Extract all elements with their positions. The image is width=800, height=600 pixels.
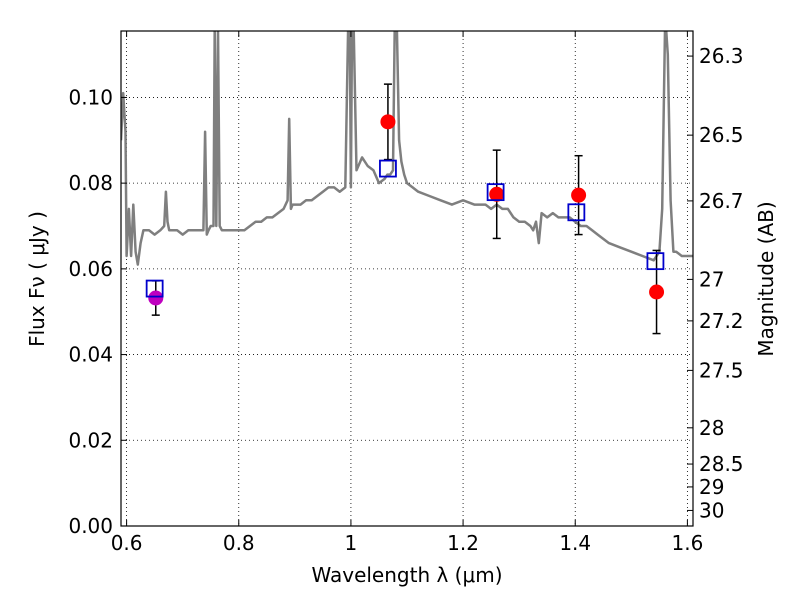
- observed-flux-point: [148, 290, 164, 306]
- x-tick-label: 1.2: [447, 531, 479, 555]
- y2-tick-label: 26.5: [699, 123, 744, 147]
- y-tick-label: 0.06: [68, 257, 113, 281]
- y-tick-label: 0.08: [68, 171, 113, 195]
- y2-axis-title: Magnitude (AB): [754, 201, 778, 356]
- photometry-layer: [145, 83, 665, 335]
- model-photometry-square: [486, 183, 505, 202]
- y2-tick-label: 27: [699, 267, 724, 291]
- y2-tick-label: 26.7: [699, 189, 744, 213]
- observed-flux-point: [380, 114, 396, 130]
- gridlines: [121, 31, 693, 527]
- y2-tick-label: 27.5: [699, 358, 744, 382]
- model-spectrum-line: [121, 31, 693, 266]
- x-tick-label: 1: [345, 531, 358, 555]
- y2-tick-label: 26.3: [699, 44, 744, 68]
- model-photometry-square: [567, 203, 586, 222]
- x-tick-label: 0.8: [223, 531, 255, 555]
- y-tick-label: 0.00: [68, 514, 113, 538]
- x-tick-label: 1.4: [559, 531, 591, 555]
- y2-tick-label: 30: [699, 498, 724, 522]
- model-photometry-square: [379, 159, 397, 178]
- x-tick-label: 0.6: [111, 531, 143, 555]
- y-tick-label: 0.04: [68, 343, 113, 367]
- y-tick-label: 0.10: [68, 85, 113, 109]
- plot-frame: [120, 30, 694, 527]
- axis-ticks: 0.6 0.8 1 1.2 1.4 1.6 0.00 0.02 0.04 0.06 0.08 0.10…: [68, 31, 744, 555]
- y2-tick-label: 27.2: [699, 309, 744, 333]
- y-axis-title: Flux Fν ( μJy ): [25, 211, 49, 347]
- y2-tick-label: 28: [699, 416, 724, 440]
- y-tick-label: 0.02: [68, 428, 113, 452]
- observed-flux-point: [649, 284, 665, 300]
- observed-flux-point: [571, 187, 587, 203]
- observed-flux-point: [489, 186, 505, 202]
- model-photometry-square: [145, 279, 164, 298]
- model-photometry-square: [646, 252, 665, 271]
- y2-tick-label: 28.5: [699, 452, 744, 476]
- model-spectrum-layer: [121, 31, 693, 266]
- y2-tick-label: 29: [699, 475, 724, 499]
- x-axis-title: Wavelength λ (μm): [311, 563, 502, 587]
- x-tick-label: 1.6: [671, 531, 703, 555]
